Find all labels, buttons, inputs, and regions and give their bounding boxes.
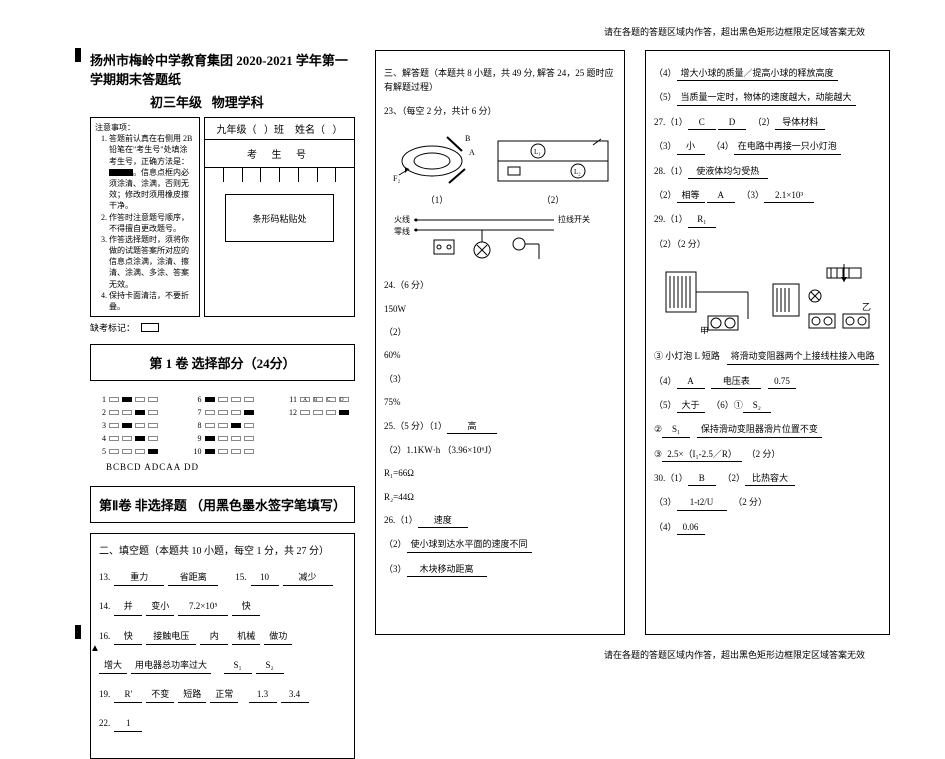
mc-col-c: 11ABCD 12 xyxy=(287,395,349,456)
bottom-header-note: 请在各题的答题区域内作答，超出黑色矩形边框限定区域答案无效 xyxy=(604,648,865,661)
q13-line: 13.重力 省距离 15.10 减少 xyxy=(99,569,346,586)
q23-diagram-2: L₁ L₂ （2） xyxy=(493,131,613,206)
mc-num: 3 xyxy=(96,421,106,430)
q30-2: （3）1-t2/U （2 分） xyxy=(654,495,881,510)
exam-subtitle: 初三年级 物理学科 xyxy=(90,92,355,111)
svg-text:L₁: L₁ xyxy=(534,148,541,156)
q26-3: （3）木块移动距离 xyxy=(384,562,616,577)
q26-2: （2）使小球到达水平面的速度不同 xyxy=(384,537,616,552)
mc-num: 5 xyxy=(96,447,106,456)
mc-num: 7 xyxy=(192,408,202,417)
mc-num: 11 xyxy=(287,395,297,404)
section-2-header: 第Ⅱ卷 非选择题 （用黑色墨水签字笔填写） xyxy=(90,486,355,523)
q23-sublabel-1: （1） xyxy=(387,193,487,206)
mc-num: 1 xyxy=(96,395,106,404)
q23-diagram-1: B A F₂ （1） xyxy=(387,131,487,206)
alignment-marker xyxy=(75,625,81,639)
student-info-box: 九年级（ ）班 姓名（ ） 考 生 号 条形码粘贴处 xyxy=(204,117,355,317)
q29-4: （4）A 电压表 0.75 xyxy=(654,374,881,389)
absent-row: 缺考标记： xyxy=(90,321,355,334)
q28-2: （2）相等 A （3）2.1×10³ xyxy=(654,188,881,203)
q26-5: （5）当质量一定时，物体的速度越大，动能越大 xyxy=(654,90,881,105)
student-id-grid xyxy=(205,168,354,182)
q19-line: 19.R' 不变 短路 正常 1.3 3.4 xyxy=(99,686,346,703)
q24-e: 75% xyxy=(384,395,616,409)
q26-1: 26.（1）速度 xyxy=(384,513,616,528)
q28-1: 28.（1）使液体均匀受热 xyxy=(654,164,881,179)
q16-line: 16.快 接触电压 内 机械 做功 xyxy=(99,628,346,645)
q30-3: （4）0.06 xyxy=(654,520,881,535)
section-1-header: 第 1 卷 选择部分（24分） xyxy=(90,344,355,381)
barcode-area: 条形码粘贴处 xyxy=(225,194,334,242)
q22-line: 22.1 xyxy=(99,715,346,732)
mc-col-b: 6 7 8 9 10 xyxy=(192,395,254,456)
svg-text:L₂: L₂ xyxy=(574,168,581,176)
grade-label: 初三年级 xyxy=(150,95,202,110)
mc-num: 2 xyxy=(96,408,106,417)
fill-blank-box: 二、填空题（本题共 10 小题，每空 1 分，共 27 分） 13.重力 省距离… xyxy=(90,533,355,759)
fill-title: 二、填空题（本题共 10 小题，每空 1 分，共 27 分） xyxy=(99,542,346,557)
q30-1: 30.（1）B （2）比热容大 xyxy=(654,471,881,486)
q23-diagram-3: 火线 零线 拉线开关 xyxy=(384,214,616,269)
section-3-heading: 三、解答题（本题共 8 小题，共 49 分, 解答 24，25 题时应有解题过程… xyxy=(384,66,616,95)
q29-6: ②S₁ 保持滑动变阻器滑片位置不变 xyxy=(654,422,881,437)
svg-text:B: B xyxy=(465,134,470,143)
mc-num: 10 xyxy=(192,447,202,456)
q29-7: ③2.5×（I₁-2.5／R） （2 分） xyxy=(654,447,881,462)
q23-title: 23、（每空 2 分，共计 6 分） xyxy=(384,104,616,118)
mc-answers: BCBCD ADCAA DD xyxy=(96,462,349,472)
column-3: （4）增大小球的质量／提高小球的释放高度 （5）当质量一定时，物体的速度越大，动… xyxy=(645,50,890,635)
mc-num: 8 xyxy=(192,421,202,430)
q27-2: （3）小 （4）在电路中再接一只小灯泡 xyxy=(654,139,881,154)
top-header-note: 请在各题的答题区域内作答，超出黑色矩形边框限定区域答案无效 xyxy=(604,25,865,38)
q29-3: ③ 小灯泡 L 短路 将滑动变阻器两个上接线柱接入电路 xyxy=(654,349,881,364)
notice-box: 注意事项： 答题前认真在右侧用 2B 铅笔在"考生号"处填涂考生号，正确方法是：… xyxy=(90,117,200,317)
svg-text:乙: 乙 xyxy=(862,302,871,312)
q29-5: （5）大于 （6）①S₂ xyxy=(654,398,881,413)
q24-b: （2） xyxy=(384,325,616,339)
q25-title: 25.（5 分）（1）高 xyxy=(384,419,616,434)
svg-text:A: A xyxy=(469,148,475,157)
mc-num: 4 xyxy=(96,434,106,443)
q25-b: （2）1.1KW·h （3.96×10⁶J） xyxy=(384,443,616,457)
mc-num: 9 xyxy=(192,434,202,443)
column-1: 扬州市梅岭中学教育集团 2020-2021 学年第一学期期末答题纸 初三年级 物… xyxy=(90,50,355,759)
notice-item: 保持卡面清洁，不要折叠。 xyxy=(109,290,195,312)
mc-num: 12 xyxy=(287,408,297,417)
q29-1: 29.（1）R₁ xyxy=(654,212,881,227)
student-id-label: 考 生 号 xyxy=(205,140,354,168)
q27-1: 27.（1）C D （2）导体材料 xyxy=(654,115,881,130)
q26-4: （4）增大小球的质量／提高小球的释放高度 xyxy=(654,66,881,81)
name-field: 姓名（ ） xyxy=(295,121,343,136)
q25-d: R₂=44Ω xyxy=(384,490,616,504)
notice-heading: 注意事项： xyxy=(95,122,195,133)
q25-c: R₁=66Ω xyxy=(384,466,616,480)
alignment-marker xyxy=(75,48,81,62)
q29-2: （2）（2 分） xyxy=(654,237,881,251)
q14-line: 14.并 变小 7.2×10⁵ 快 xyxy=(99,598,346,615)
mc-col-a: 1 2 3 4 5 xyxy=(96,395,158,456)
column-2: 三、解答题（本题共 8 小题，共 49 分, 解答 24，25 题时应有解题过程… xyxy=(375,50,625,635)
q24-a: 150W xyxy=(384,302,616,316)
q17-line: 增大 用电器总功率过大 S₁ S₂ xyxy=(99,657,346,674)
mc-num: 6 xyxy=(192,395,202,404)
notice-item: 答题前认真在右侧用 2B 铅笔在"考生号"处填涂考生号，正确方法是：▇▇▇。信息… xyxy=(109,133,195,211)
q24-title: 24.（6 分） xyxy=(384,278,616,292)
exam-title: 扬州市梅岭中学教育集团 2020-2021 学年第一学期期末答题纸 xyxy=(90,50,355,88)
multiple-choice-area: 1 2 3 4 5 6 7 8 9 10 11ABCD 12 BCBCD ADC… xyxy=(90,391,355,476)
notice-item: 作答时注意题号顺序，不得擅自更改题号。 xyxy=(109,212,195,234)
svg-text:甲: 甲 xyxy=(700,326,709,334)
absent-label: 缺考标记： xyxy=(90,321,135,334)
notice-item: 作答选择题时，须将你做的试题答案所对应的信息点涂满，涂清、擦清、涂满、多涂、答案… xyxy=(109,234,195,290)
subject-label: 物理学科 xyxy=(212,95,264,110)
q29-circuit-diagram: 甲 乙 xyxy=(654,260,881,340)
grade-field: 九年级（ ）班 xyxy=(217,121,285,136)
q24-d: （3） xyxy=(384,372,616,386)
absent-checkbox[interactable] xyxy=(141,323,159,332)
q23-sublabel-2: （2） xyxy=(493,193,613,206)
q24-c: 60% xyxy=(384,348,616,362)
